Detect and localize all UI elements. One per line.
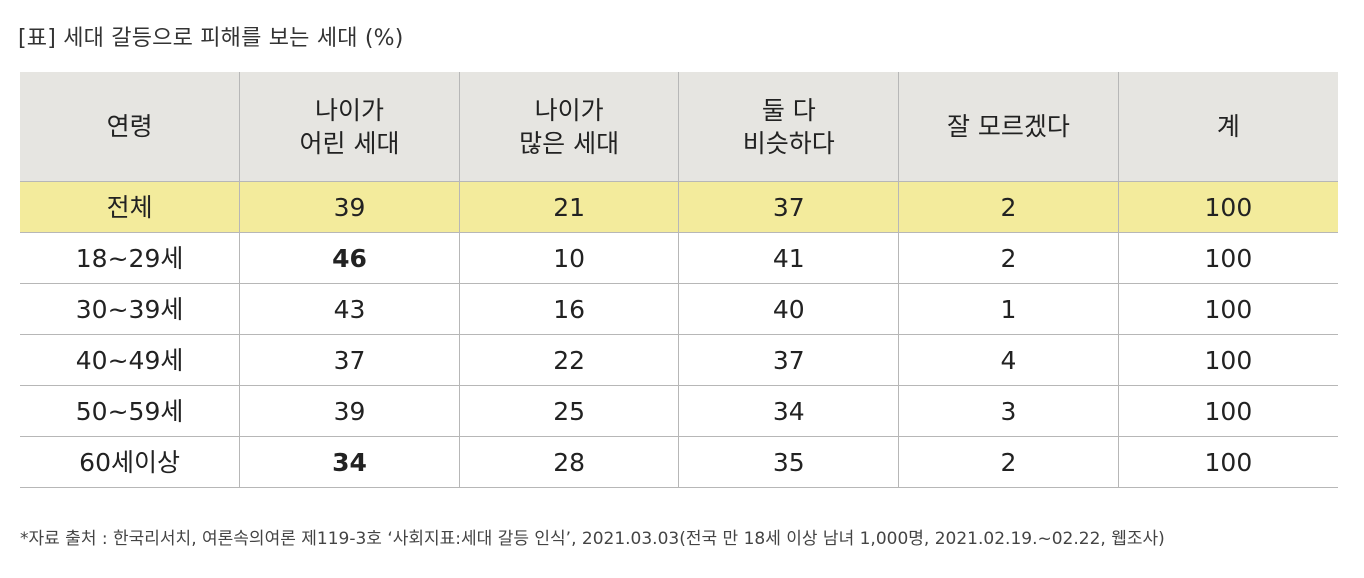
column-header: 나이가 어린 세대 [239,72,460,182]
table-cell: 46 [239,232,460,284]
table-cell: 10 [458,232,679,284]
table-cell: 1 [898,283,1119,335]
table-cell: 16 [458,283,679,335]
table-cell: 34 [678,385,899,437]
table-cell: 40 [678,283,899,335]
column-header-line: 연령 [106,112,153,141]
table-body: 전체 39 21 37 2 100 18~29세 46 10 41 2 100 30~39세 43 16 40… [20,181,1338,488]
row-label: 40~49세 [20,334,240,386]
table-cell: 100 [1117,181,1338,233]
table-cell: 25 [458,385,679,437]
table-row: 30~39세 43 16 40 1 100 [20,283,1338,335]
row-label: 전체 [20,181,240,233]
table-cell: 34 [239,436,460,488]
source-note: *자료 출처 : 한국리서치, 여론속의여론 제119-3호 ‘사회지표:세대 … [20,529,1165,549]
table-cell: 100 [1117,283,1338,335]
table-cell: 39 [239,385,460,437]
table-row: 40~49세 37 22 37 4 100 [20,334,1338,386]
table-cell: 39 [239,181,460,233]
table-cell: 2 [898,232,1119,284]
table-title: [표] 세대 갈등으로 피해를 보는 세대 (%) [18,26,404,51]
table-cell: 4 [898,334,1119,386]
header-row: 연령 나이가 어린 세대 나이가 많은 세대 둘 다 비슷하다 잘 모르겠다 계 [20,72,1338,182]
table-cell: 41 [678,232,899,284]
table-cell: 2 [898,181,1119,233]
row-label: 50~59세 [20,385,240,437]
row-label: 30~39세 [20,283,240,335]
table-cell: 100 [1117,334,1338,386]
column-header-line: 잘 모르겠다 [946,112,1070,141]
column-header-line: 나이가 [314,95,384,125]
column-header: 잘 모르겠다 [898,72,1119,182]
table-cell: 37 [678,334,899,386]
row-label: 60세이상 [20,436,240,488]
table-cell: 28 [458,436,679,488]
table-cell: 35 [678,436,899,488]
row-label: 18~29세 [20,232,240,284]
table-cell: 43 [239,283,460,335]
column-header: 둘 다 비슷하다 [678,72,899,182]
table-cell: 100 [1117,385,1338,437]
table-cell: 100 [1117,436,1338,488]
column-header: 나이가 많은 세대 [458,72,679,182]
column-header: 연령 [20,72,240,182]
column-header-line: 어린 세대 [299,128,400,158]
table-row: 50~59세 39 25 34 3 100 [20,385,1338,437]
table-cell: 2 [898,436,1119,488]
data-table: 연령 나이가 어린 세대 나이가 많은 세대 둘 다 비슷하다 잘 모르겠다 계 전체 39 21 3… [20,72,1338,488]
column-header-line: 많은 세대 [519,128,620,158]
table-cell: 100 [1117,232,1338,284]
table-row: 18~29세 46 10 41 2 100 [20,232,1338,284]
column-header: 계 [1117,72,1338,182]
column-header-line: 나이가 [534,95,604,125]
table-cell: 37 [678,181,899,233]
column-header-line: 계 [1216,112,1240,141]
column-header-line: 비슷하다 [742,128,835,158]
table-cell: 37 [239,334,460,386]
table-row: 60세이상 34 28 35 2 100 [20,436,1338,488]
table-cell: 3 [898,385,1119,437]
column-header-line: 둘 다 [761,95,816,125]
table-row: 전체 39 21 37 2 100 [20,181,1338,233]
table-cell: 21 [458,181,679,233]
table-cell: 22 [458,334,679,386]
